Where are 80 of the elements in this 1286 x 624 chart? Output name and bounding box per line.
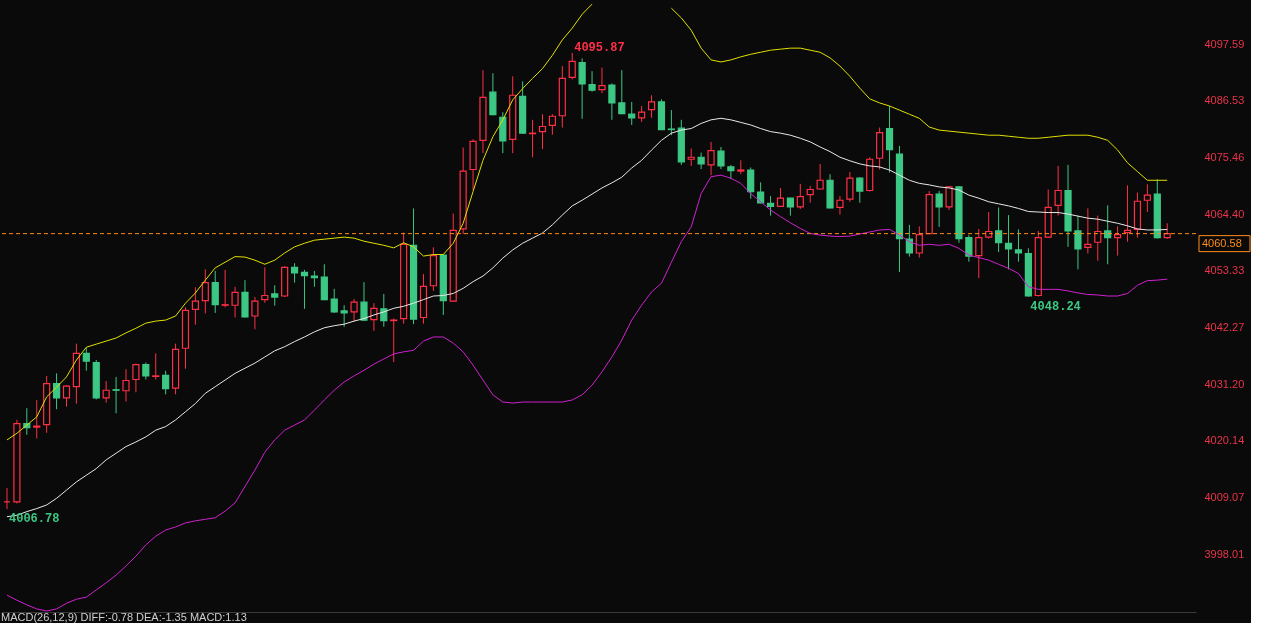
y-tick-label: 4053.33 xyxy=(1204,264,1245,277)
candlestick xyxy=(548,113,556,136)
candlestick xyxy=(618,69,626,115)
y-tick-label: 4031.20 xyxy=(1204,377,1245,390)
y-tick-label: 4075.46 xyxy=(1204,150,1245,163)
candlestick xyxy=(1084,207,1092,255)
candlestick xyxy=(608,82,616,121)
candlestick xyxy=(33,399,41,439)
candlestick xyxy=(846,171,854,203)
annotation: 4006.78 xyxy=(8,512,60,527)
candlestick xyxy=(1094,215,1102,262)
candlestick xyxy=(191,286,199,326)
candlestick xyxy=(489,72,497,116)
y-tick-label: 4020.14 xyxy=(1204,434,1245,447)
y-tick-label: 3998.01 xyxy=(1204,547,1245,560)
candlestick xyxy=(211,270,219,314)
candlestick xyxy=(1054,165,1062,217)
candlestick xyxy=(776,187,785,208)
candlestick xyxy=(727,164,735,180)
candlestick xyxy=(350,298,358,323)
candlestick xyxy=(370,302,378,332)
candlestick xyxy=(885,105,894,174)
candlestick xyxy=(717,146,725,170)
candlestick xyxy=(1114,225,1122,257)
candlestick xyxy=(667,109,675,136)
candlestick xyxy=(578,57,586,120)
annotation: MACD(26,12,9) DIFF:-0.78 DEA:-1.35 MACD:1.13 xyxy=(1,611,247,623)
candlestick xyxy=(538,113,547,150)
candlestick xyxy=(62,384,71,408)
candlestick xyxy=(122,368,130,403)
candlestick xyxy=(747,166,755,200)
candlestick xyxy=(588,70,596,93)
candlestick xyxy=(915,225,923,259)
candlestick xyxy=(965,234,973,263)
candlestick xyxy=(995,206,1003,253)
candlestick xyxy=(697,152,705,170)
candlestick xyxy=(251,296,259,330)
candlestick xyxy=(320,263,328,301)
candlestick xyxy=(985,211,993,240)
candlestick xyxy=(82,347,90,372)
y-tick-label: 4042.27 xyxy=(1204,320,1245,333)
candlestick xyxy=(390,318,398,363)
candlestick xyxy=(856,176,864,204)
candlestick xyxy=(647,94,656,119)
candlestick xyxy=(796,183,804,210)
ref-line-label: 4060.58 xyxy=(1202,236,1242,249)
candlestick xyxy=(290,262,299,284)
candlestick xyxy=(766,195,775,217)
candlestick xyxy=(102,380,110,404)
candlestick xyxy=(340,304,348,328)
candlestick xyxy=(598,67,606,94)
candlestick xyxy=(261,266,269,304)
candlestick xyxy=(935,190,943,228)
y-tick-label: 4097.59 xyxy=(1204,37,1245,50)
annotation: 4095.87 xyxy=(574,40,625,55)
candlestick xyxy=(816,163,824,190)
candlestick xyxy=(112,376,120,414)
candlestick xyxy=(975,228,983,279)
candlestick xyxy=(1004,214,1013,270)
candlestick xyxy=(707,141,715,176)
annotation: 4048.24 xyxy=(1030,299,1081,314)
candlestick xyxy=(568,52,576,80)
candlestick xyxy=(1123,184,1132,243)
candlestick xyxy=(152,352,160,380)
candlestick xyxy=(201,268,209,314)
y-tick-label: 4086.53 xyxy=(1204,94,1245,107)
candlestick xyxy=(1104,204,1112,265)
candlestick xyxy=(300,269,309,310)
y-tick-label: 4009.07 xyxy=(1204,490,1245,503)
candlestick xyxy=(330,288,338,314)
y-tick-label: 4064.40 xyxy=(1204,207,1245,220)
candlestick xyxy=(231,286,239,319)
candlestick xyxy=(132,363,140,393)
candlestick xyxy=(1014,228,1023,263)
candlestick xyxy=(271,284,279,307)
candlestick xyxy=(836,195,844,216)
candlestick xyxy=(1074,215,1082,270)
candlestick xyxy=(162,370,170,395)
candlestick xyxy=(221,269,229,308)
candlestick xyxy=(1143,183,1151,213)
